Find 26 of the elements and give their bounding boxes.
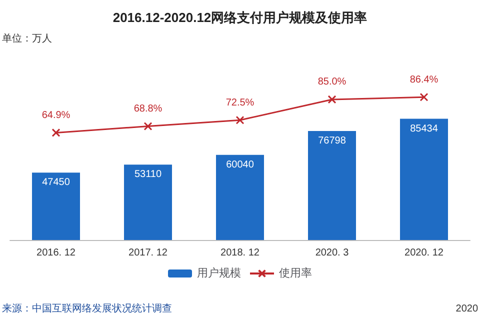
data-label: 72.5%: [226, 97, 254, 108]
text: 2020: [456, 304, 478, 314]
x-tick-label: 2016. 12: [36, 248, 76, 258]
data-label: 64.9%: [42, 110, 70, 121]
source-note: 来源：中国互联网络发展状况统计调查: [2, 302, 172, 314]
data-label: 85.0%: [318, 76, 346, 88]
bar: [308, 131, 356, 240]
legend-label: 用户规模: [197, 266, 241, 280]
data-label: 85434: [410, 123, 438, 134]
x-tick-label: 2020. 12: [404, 248, 444, 258]
data-label: 53110: [134, 169, 162, 180]
x-tick-label: 2017. 12: [128, 248, 168, 258]
bar: [32, 172, 80, 240]
legend-label: 使用率: [279, 266, 312, 280]
chart-title: 2016.12-2020.12网络支付用户规模及使用率: [112, 10, 368, 25]
data-label: 68.8%: [134, 103, 162, 114]
bar: [216, 154, 264, 240]
bar: [124, 164, 172, 240]
data-label: 47450: [42, 177, 70, 188]
bar: [400, 118, 448, 240]
data-label: 86.4%: [410, 74, 438, 86]
text: 单位：万人: [2, 32, 52, 44]
data-label: 60040: [226, 159, 254, 170]
x-tick-label: 2018. 12: [220, 248, 260, 258]
data-label: 76798: [318, 136, 346, 147]
x-tick-label: 2020. 3: [315, 248, 350, 258]
